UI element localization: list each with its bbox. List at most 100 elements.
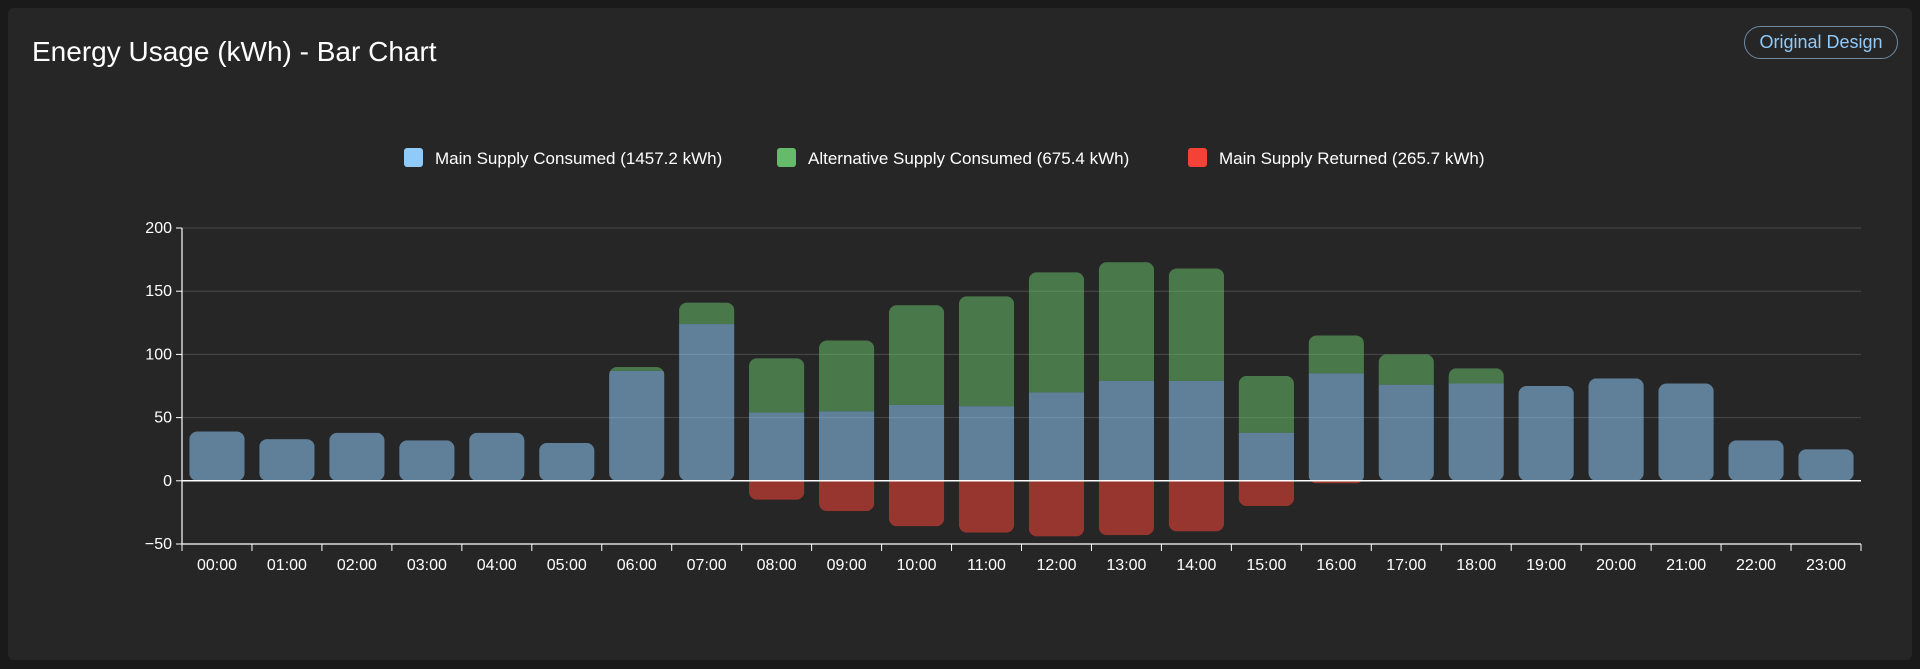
bar-main-consumed [329,432,385,481]
bar-main-returned [1238,480,1294,507]
legend-label: Main Supply Returned (265.7 kWh) [1219,149,1485,168]
bar-main-consumed [1098,380,1155,481]
bar-group-0500 [539,442,595,481]
bar-group-2300 [1798,449,1854,481]
bar-main-returned [749,480,805,500]
bar-group-1000 [888,305,945,527]
bar-alt-consumed [1448,368,1504,384]
x-tick-label: 08:00 [757,557,797,574]
x-tick-label: 09:00 [827,557,867,574]
bar-group-1500 [1238,375,1294,507]
x-tick-label: 07:00 [687,557,727,574]
bar-main-consumed [958,406,1015,481]
bar-alt-consumed [749,358,805,413]
bar-group-2100 [1658,383,1714,481]
legend-swatch [404,148,423,167]
bar-group-1200 [1028,272,1085,537]
bar-group-0600 [609,367,665,481]
x-tick-label: 03:00 [407,557,447,574]
x-tick-label: 10:00 [897,557,937,574]
bar-main-consumed [679,324,735,481]
y-tick-label: 150 [145,283,172,300]
bar-alt-consumed [1238,375,1294,433]
y-tick-label: 50 [154,410,172,427]
bar-alt-consumed [1308,335,1364,374]
bar-main-consumed [539,442,595,481]
bar-group-1100 [958,296,1015,533]
bar-group-0200 [329,432,385,481]
x-tick-label: 18:00 [1456,557,1496,574]
x-tick-label: 19:00 [1526,557,1566,574]
x-tick-label: 00:00 [197,557,237,574]
original-design-button[interactable]: Original Design [1744,26,1898,59]
bar-alt-consumed [609,367,665,371]
bar-main-consumed [1658,383,1714,481]
bar-main-returned [958,480,1015,533]
x-tick-label: 05:00 [547,557,587,574]
bar-group-1600 [1308,335,1364,484]
bar-main-consumed [1448,383,1504,481]
bar-main-consumed [1238,432,1294,481]
bar-main-consumed [1798,449,1854,481]
legend-label: Main Supply Consumed (1457.2 kWh) [435,149,722,168]
x-tick-label: 14:00 [1176,557,1216,574]
legend-label: Alternative Supply Consumed (675.4 kWh) [808,149,1129,168]
bar-group-2000 [1588,378,1644,481]
bar-group-2200 [1728,440,1784,481]
x-tick-label: 21:00 [1666,557,1706,574]
bar-group-0000 [189,431,245,481]
y-tick-label: −50 [145,536,172,553]
x-tick-label: 23:00 [1806,557,1846,574]
x-tick-label: 02:00 [337,557,377,574]
x-tick-label: 16:00 [1316,557,1356,574]
bar-group-0100 [259,439,315,481]
page-title: Energy Usage (kWh) - Bar Chart [32,36,437,67]
bar-main-consumed [259,439,315,481]
bar-main-returned [1308,480,1364,484]
bar-alt-consumed [888,305,945,405]
legend-swatch [777,148,796,167]
bar-main-consumed [1308,373,1364,481]
y-tick-label: 100 [145,346,172,363]
bar-main-consumed [888,404,945,481]
bar-group-1800 [1448,368,1504,481]
bar-group-1400 [1168,268,1225,532]
y-tick-label: 200 [145,220,172,237]
bar-group-0800 [749,358,805,500]
legend-item[interactable]: Main Supply Consumed (1457.2 kWh) [404,148,722,168]
bar-main-consumed [469,432,525,481]
bar-alt-consumed [1028,272,1085,393]
x-tick-label: 01:00 [267,557,307,574]
x-tick-label: 15:00 [1246,557,1286,574]
legend-swatch [1188,148,1207,167]
bar-main-consumed [1518,386,1574,481]
bar-group-0900 [818,340,875,512]
x-tick-label: 17:00 [1386,557,1426,574]
bar-main-returned [888,480,945,527]
bar-main-returned [818,480,875,512]
bar-group-1900 [1518,386,1574,481]
bar-main-consumed [1028,392,1085,481]
x-tick-label: 12:00 [1036,557,1076,574]
y-tick-label: 0 [163,473,172,490]
bar-alt-consumed [1168,268,1225,381]
bar-group-1700 [1378,354,1434,481]
bar-main-returned [1098,480,1155,536]
bar-main-consumed [1728,440,1784,481]
legend-item[interactable]: Main Supply Returned (265.7 kWh) [1188,148,1485,168]
bar-alt-consumed [958,296,1015,407]
bar-alt-consumed [1098,262,1155,381]
bar-alt-consumed [1378,354,1434,385]
bar-group-0400 [469,432,525,481]
bar-group-1300 [1098,262,1155,536]
x-tick-label: 04:00 [477,557,517,574]
bar-main-consumed [1378,384,1434,481]
bar-alt-consumed [818,340,875,412]
bar-group-0700 [679,302,735,481]
x-tick-label: 22:00 [1736,557,1776,574]
legend-item[interactable]: Alternative Supply Consumed (675.4 kWh) [777,148,1129,168]
bar-main-consumed [1588,378,1644,481]
x-tick-label: 20:00 [1596,557,1636,574]
x-tick-label: 13:00 [1106,557,1146,574]
